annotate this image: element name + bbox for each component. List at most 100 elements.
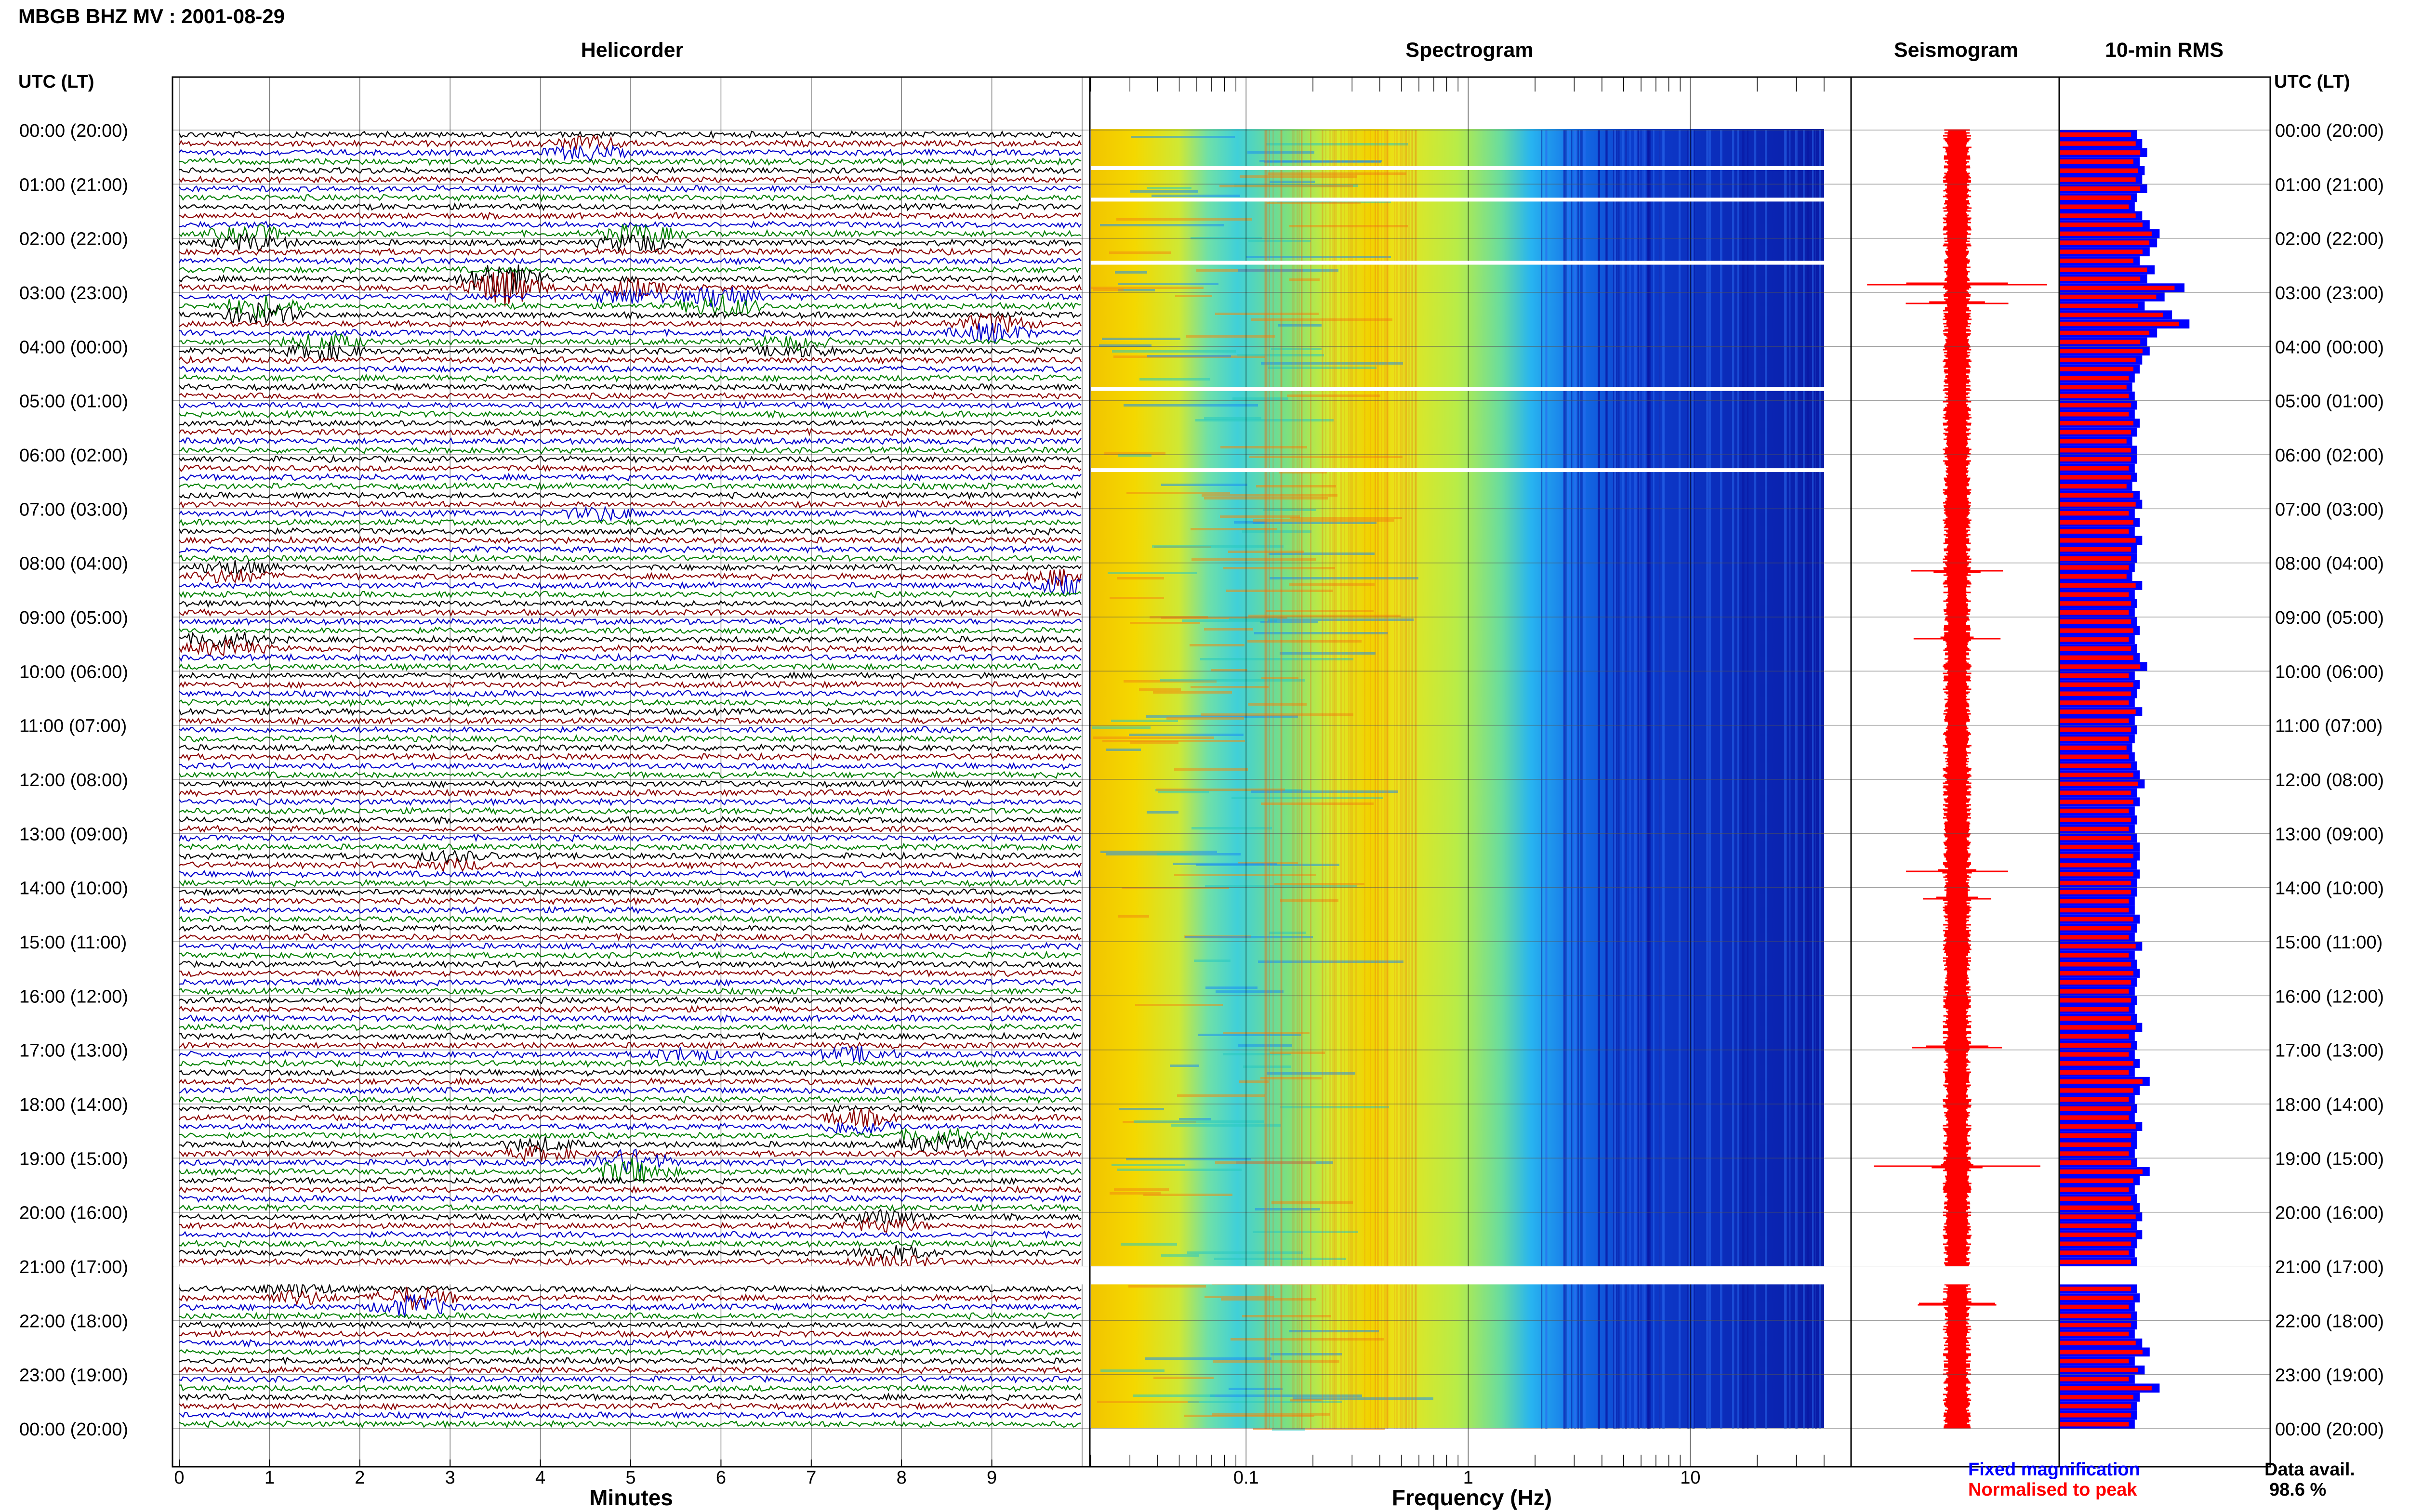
rms-bar-normalised [2060,1367,2138,1372]
spectrogram-band [1200,658,1353,660]
helicorder-trace [179,932,1082,942]
spectrogram-band [1190,644,1244,646]
rms-bar-normalised [2060,907,2129,913]
rms-bar-normalised [2060,349,2143,354]
spectrogram-band [1215,313,1319,315]
rms-bar-normalised [2060,1025,2136,1030]
helicorder-trace [179,1281,1082,1297]
rms-bar-normalised [2060,935,2129,940]
helicorder-trace [179,302,1082,325]
helicorder-trace [179,1144,1082,1162]
minute-tick-label: 4 [535,1468,545,1488]
helicorder-trace [179,1374,1082,1384]
helicorder-trace [179,409,1082,419]
frequency-tick-label: 1 [1463,1468,1473,1488]
rms-bar-normalised [2060,484,2127,489]
helicorder-trace [179,906,1082,915]
rms-bar-normalised [2060,1232,2136,1237]
rms-bar-normalised [2060,971,2133,976]
time-label-left: 08:00 (04:00) [19,554,128,574]
helicorder-trace [179,365,1082,373]
rms-bar-normalised [2060,204,2129,209]
spectrogram-band [1187,1251,1303,1254]
helicorder-trace [179,1121,1082,1136]
rms-bar-normalised [2060,1160,2131,1165]
time-label-right: 06:00 (02:00) [2275,446,2384,466]
rms-bar-normalised [2060,917,2133,921]
helicorder-trace [179,671,1082,680]
spectrogram-band [1134,1120,1264,1123]
spectrogram-band [1102,338,1180,340]
rms-bar-normalised [2060,1386,2152,1391]
helicorder-trace [179,653,1082,662]
rms-bar-normalised [2060,141,2136,146]
panel-title-rms: 10-min RMS [2105,39,2224,62]
spectrogram-band [1198,1034,1301,1036]
rms-bar-normalised [2060,980,2131,985]
spectrogram-band [1129,734,1244,736]
helicorder-trace [179,942,1082,950]
spectrogram-band [1220,446,1307,448]
helicorder-trace [179,977,1082,987]
spectrogram-band [1220,515,1300,518]
rms-bar-normalised [2060,827,2129,831]
helicorder-trace [179,770,1082,779]
spectrogram-band [1106,749,1141,751]
helicorder-trace [179,1311,1082,1320]
helicorder-trace [179,1041,1082,1050]
spectrogram-band [1122,887,1229,889]
spectrogram-band [1223,1032,1310,1034]
helicorder-trace [179,725,1082,734]
spectrogram-band [1139,378,1210,381]
panel-title-seismogram: Seismogram [1894,39,2018,62]
rms-bar-normalised [2060,1422,2129,1427]
helicorder-trace [179,1077,1082,1086]
helicorder-trace [179,505,1082,523]
helicorder-trace [179,373,1082,383]
minute-tick-label: 7 [806,1468,816,1488]
spectrogram-band [1204,417,1261,420]
helicorder-trace [179,1230,1082,1239]
rms-bar-normalised [2060,1331,2129,1337]
rms-bar-normalised [2060,258,2133,263]
seismogram-trace [1867,129,2047,1429]
rms-bar-normalised [2060,321,2179,327]
spectrogram-band [1204,1296,1274,1298]
time-label-right: 10:00 (06:00) [2275,662,2384,682]
time-label-right: 04:00 (00:00) [2275,337,2384,357]
helicorder-xlabel: Minutes [589,1485,673,1510]
helicorder-trace [179,272,1082,307]
rms-bar-normalised [2060,628,2133,633]
spectrogram-band [1253,1231,1358,1233]
rms-bar-normalised [2060,646,2131,651]
time-label-left: 21:00 (17:00) [19,1257,128,1277]
spectrogram-band [1143,1194,1232,1196]
spectrogram-band [1114,1188,1169,1191]
helicorder-trace [179,1366,1082,1375]
rms-bar-normalised [2060,800,2133,804]
helicorder-trace [179,857,1082,873]
time-label-right: 17:00 (13:00) [2275,1041,2384,1061]
spectrogram-band [1100,224,1224,226]
time-label-left: 04:00 (00:00) [19,337,128,357]
panel-title-spectrogram: Spectrogram [1405,39,1533,62]
spectrogram-band [1215,1161,1316,1164]
spectrogram-band [1239,1080,1269,1083]
helicorder-trace [179,896,1082,906]
rms-bar-normalised [2060,953,2129,958]
spectrogram-band [1195,419,1334,421]
time-labels: 00:00 (20:00) 00:00 (20:00) 01:00 (21:00) 0… [19,121,2384,1440]
rms-bar-normalised [2060,1260,2131,1264]
spectrogram-band [1118,454,1152,457]
spectrogram-band [1112,1164,1185,1166]
spectrogram-band [1126,492,1230,494]
spectrogram-band [1201,713,1353,716]
rms-bar-normalised [2060,367,2133,371]
helicorder-trace [179,1420,1081,1429]
rms-bar-normalised [2060,700,2129,705]
helicorder-trace [179,287,1082,308]
helicorder-trace [179,265,1082,275]
spectrogram-band [1219,185,1353,187]
time-label-right: 12:00 (08:00) [2275,770,2384,790]
helicorder-trace [179,1239,1082,1248]
